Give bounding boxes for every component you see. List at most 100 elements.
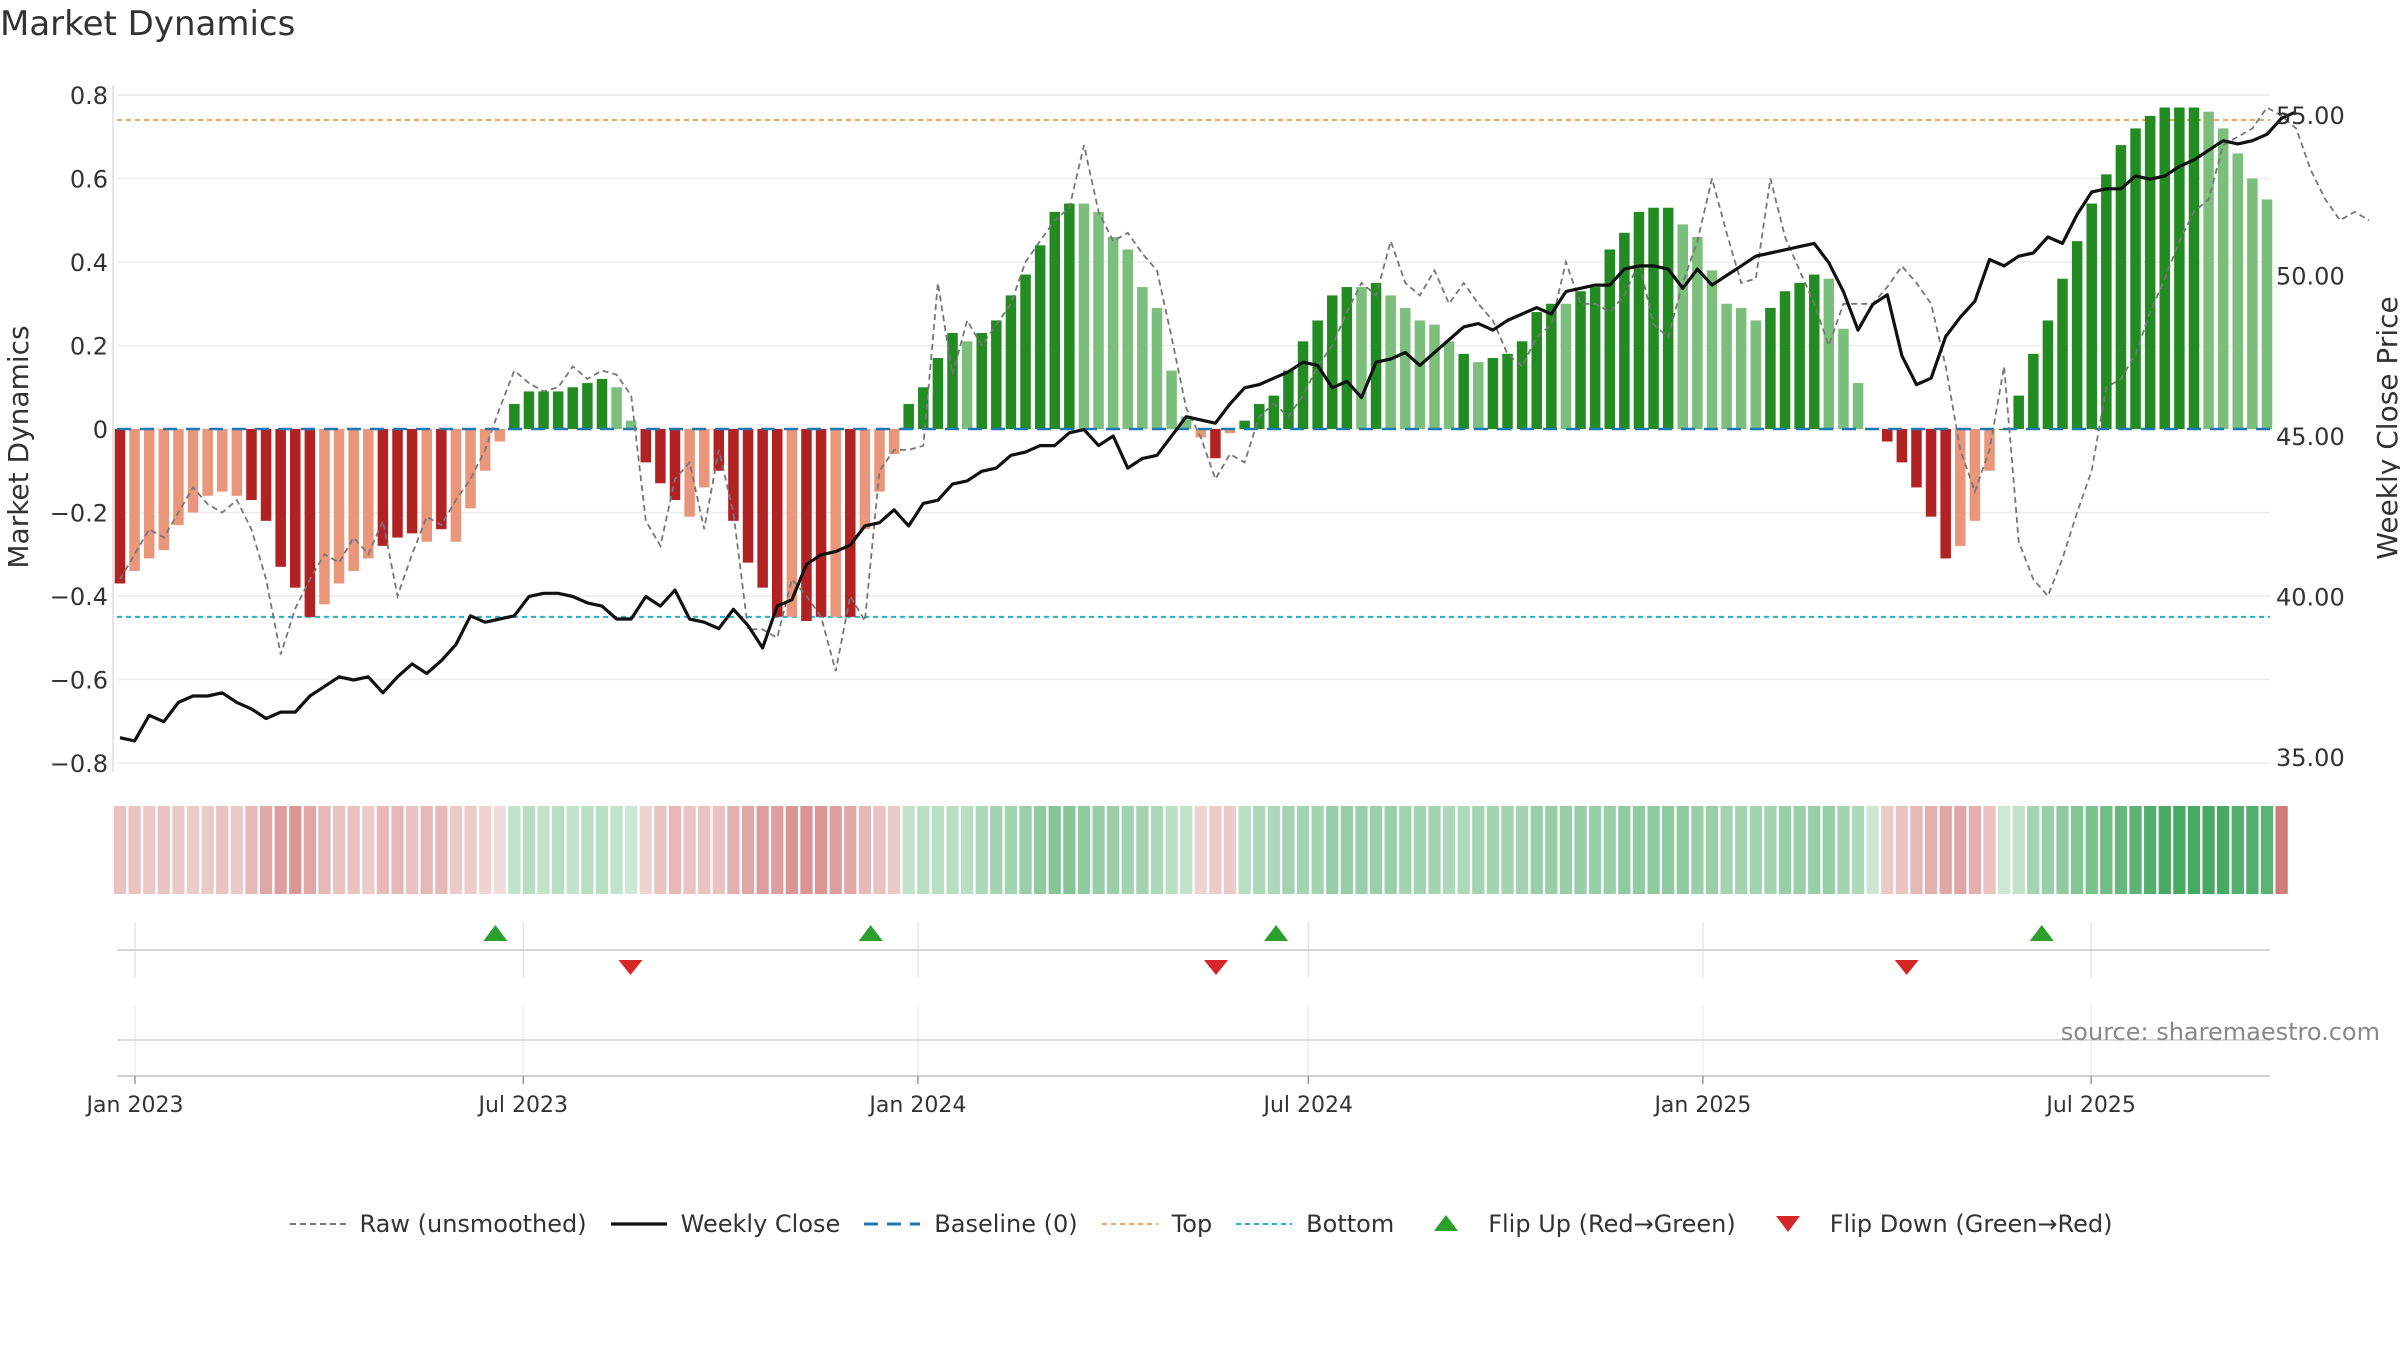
legend-label: Baseline (0)	[934, 1210, 1078, 1238]
dynamics-bar	[2188, 107, 2200, 430]
dynamics-bar	[1750, 320, 1762, 429]
dynamics-bar	[1064, 203, 1075, 429]
flip-up-marker	[2029, 925, 2054, 941]
dynamics-bar	[1137, 287, 1148, 429]
dynamics-bar	[582, 383, 593, 429]
strip-cell	[1735, 806, 1748, 894]
strip-cell	[479, 806, 492, 894]
dynamics-bar	[1735, 307, 1747, 429]
strip-cell	[2246, 806, 2259, 894]
strip-cell	[143, 806, 156, 894]
strip-cell	[1589, 806, 1602, 894]
strip-cell	[1705, 806, 1719, 894]
flip-down-marker	[1894, 960, 1919, 975]
dynamics-bar	[2101, 174, 2112, 429]
strip-cell	[552, 806, 565, 894]
dynamics-bar	[859, 429, 871, 530]
dynamics-bar	[1925, 429, 1937, 517]
y-tick-label: −0.8	[50, 750, 108, 778]
dynamics-bar	[1487, 358, 1499, 429]
y2-axis-label: Weekly Close Price	[2371, 296, 2400, 559]
strip-cell	[1574, 806, 1587, 894]
legend-label: Bottom	[1306, 1210, 1395, 1238]
legend-label: Flip Up (Red→Green)	[1488, 1210, 1736, 1238]
flip-up-marker	[858, 925, 883, 941]
dynamics-bar	[815, 429, 827, 617]
dynamics-bar	[1443, 341, 1455, 429]
dynamics-bar	[1400, 307, 1411, 429]
legend-label: Flip Down (Green→Red)	[1829, 1210, 2113, 1238]
strip-cell	[771, 806, 784, 894]
strip-cell	[1676, 806, 1689, 894]
dynamics-bar	[1546, 303, 1557, 429]
chart-title: Market Dynamics	[0, 4, 296, 44]
dynamics-bar	[1692, 236, 1703, 429]
y-tick-label: −0.4	[50, 583, 108, 611]
strip-cell	[1866, 806, 1879, 894]
dynamics-bar	[625, 420, 637, 429]
strip-cell	[1194, 806, 1207, 894]
strip-cell	[946, 806, 959, 894]
strip-cell	[1968, 806, 1982, 894]
dynamics-bar	[742, 429, 754, 563]
strip-cell	[741, 806, 755, 894]
strip-cell	[668, 806, 682, 894]
dynamics-bar	[2130, 128, 2141, 429]
legend-label: Top	[1171, 1210, 1213, 1238]
dynamics-bar	[1458, 353, 1469, 429]
strip-cell	[245, 806, 258, 894]
y-tick-label: 0.8	[70, 82, 108, 110]
strip-cell	[917, 806, 930, 894]
dynamics-bar	[216, 429, 228, 492]
dynamics-bar	[1283, 370, 1294, 429]
x-axis: Jan 2023 Jul 2023 Jan 2024 Jul 2024 Jan 2025…	[85, 1076, 2136, 1118]
strip-cell	[1501, 806, 1514, 894]
strip-cell	[975, 806, 988, 894]
dynamics-bar	[2086, 203, 2097, 429]
strip-cell	[362, 806, 375, 894]
strip-cell	[1720, 806, 1733, 894]
dynamics-bar	[1049, 211, 1061, 429]
strip-cell	[2070, 806, 2084, 894]
strip-cell	[464, 806, 477, 894]
dynamics-bar	[1093, 211, 1104, 429]
y-axis-label: Market Dynamics	[2, 325, 35, 568]
strip-cell	[2202, 806, 2215, 894]
y2-tick-label: 35.00	[2276, 744, 2345, 772]
dynamics-bar	[1122, 249, 1134, 429]
strip-cell	[1793, 806, 1806, 894]
x-tick-label: Jan 2023	[85, 1093, 184, 1118]
dynamics-bar	[2261, 199, 2273, 429]
legend-item: Top	[1100, 1210, 1213, 1238]
dynamics-bar	[392, 429, 403, 538]
reference-lines	[117, 119, 2270, 618]
dynamics-bar	[231, 429, 243, 496]
dynamics-bar	[1180, 416, 1192, 429]
strip-cell	[2173, 806, 2186, 894]
dynamics-bar	[1560, 303, 1572, 429]
strip-cell	[405, 806, 419, 894]
strip-cell	[1326, 806, 1339, 894]
dynamics-bar	[1516, 341, 1528, 429]
strip-cell	[1457, 806, 1470, 894]
dynamics-bar	[932, 358, 944, 429]
strip-cell	[829, 806, 842, 894]
strip-cell	[2027, 806, 2040, 894]
dynamics-bar	[1575, 291, 1586, 429]
strip-cell	[887, 806, 901, 894]
strip-cell	[1209, 806, 1222, 894]
dynamics-bar	[2174, 107, 2185, 430]
dynamics-bar	[552, 391, 564, 429]
legend-item: Flip Down (Green→Red)	[1758, 1210, 2113, 1238]
strip-cell	[2144, 806, 2157, 894]
dynamics-bar	[1706, 270, 1718, 429]
dynamics-bar	[1473, 362, 1484, 429]
strip-cell	[1822, 806, 1835, 894]
dynamics-bar	[1852, 383, 1864, 429]
y2-tick-label: 45.00	[2276, 423, 2345, 451]
strip-cell	[1384, 806, 1397, 894]
dynamics-bar	[1911, 429, 1922, 488]
strip-cell	[493, 806, 506, 894]
x-tick-label: Jul 2025	[2044, 1093, 2136, 1118]
dynamics-bar	[421, 429, 432, 542]
